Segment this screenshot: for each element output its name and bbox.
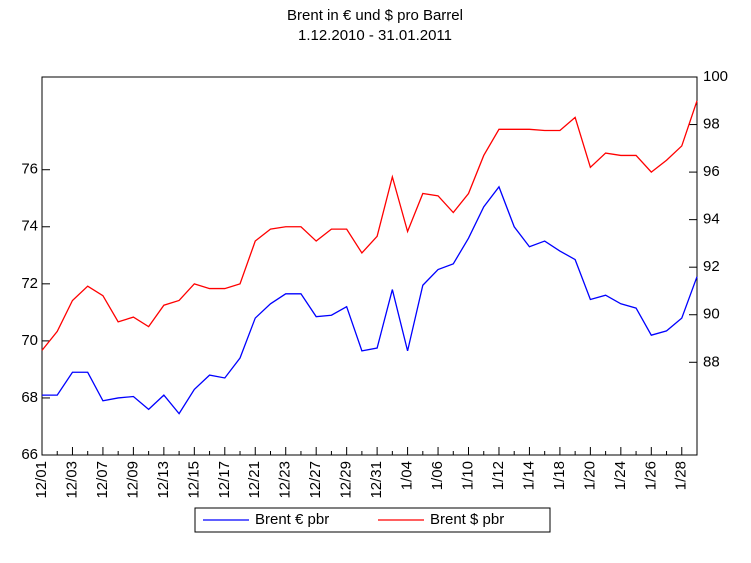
x-tick-label: 1/06 bbox=[429, 461, 446, 490]
x-tick-label: 12/17 bbox=[216, 461, 233, 499]
y-tick-label: 70 bbox=[21, 332, 38, 349]
x-tick-label: 12/07 bbox=[94, 461, 111, 499]
legend-label: Brent $ pbr bbox=[430, 511, 504, 528]
plot-frame bbox=[41, 76, 698, 456]
x-tick-label: 12/27 bbox=[307, 461, 324, 499]
x-tick-label: 12/29 bbox=[338, 461, 355, 499]
x-tick-label: 1/26 bbox=[642, 461, 659, 490]
x-tick-label: 1/24 bbox=[612, 461, 629, 490]
x-tick-label: 12/13 bbox=[155, 461, 172, 499]
x-tick-label: 12/15 bbox=[185, 461, 202, 499]
y2-tick-label: 90 bbox=[703, 306, 720, 323]
x-tick-label: 1/14 bbox=[520, 461, 537, 490]
x-tick-label: 12/31 bbox=[368, 461, 385, 499]
x-tick-label: 12/23 bbox=[277, 461, 294, 499]
x-tick-label: 1/10 bbox=[459, 461, 476, 490]
x-tick-label: 12/09 bbox=[124, 461, 141, 499]
y2-tick-label: 100 bbox=[703, 68, 728, 85]
series-line bbox=[42, 185, 698, 415]
y-tick-label: 66 bbox=[21, 446, 38, 463]
y-tick-label: 74 bbox=[21, 218, 38, 235]
x-tick-label: 1/04 bbox=[399, 461, 416, 490]
series-line bbox=[41, 100, 698, 351]
x-tick-label: 12/21 bbox=[246, 461, 263, 499]
y-tick-label: 68 bbox=[21, 389, 38, 406]
y2-tick-label: 98 bbox=[703, 116, 720, 133]
y-tick-label: 76 bbox=[21, 161, 38, 178]
x-tick-label: 1/20 bbox=[581, 461, 598, 490]
chart-title: Brent in € und $ pro Barrel bbox=[287, 7, 463, 24]
legend-label: Brent € pbr bbox=[255, 511, 329, 528]
x-tick-label: 1/12 bbox=[490, 461, 507, 490]
chart-subtitle: 1.12.2010 - 31.01.2011 bbox=[298, 27, 452, 44]
x-tick-label: 12/01 bbox=[33, 461, 50, 499]
x-tick-label: 1/18 bbox=[551, 461, 568, 490]
x-tick-label: 12/03 bbox=[63, 461, 80, 499]
y2-tick-label: 96 bbox=[703, 163, 720, 180]
legend-box bbox=[194, 507, 551, 533]
y-tick-label: 72 bbox=[21, 275, 38, 292]
x-tick-label: 1/28 bbox=[673, 461, 690, 490]
y2-tick-label: 94 bbox=[703, 211, 720, 228]
y2-tick-label: 92 bbox=[703, 258, 720, 275]
y2-tick-label: 88 bbox=[703, 353, 720, 370]
